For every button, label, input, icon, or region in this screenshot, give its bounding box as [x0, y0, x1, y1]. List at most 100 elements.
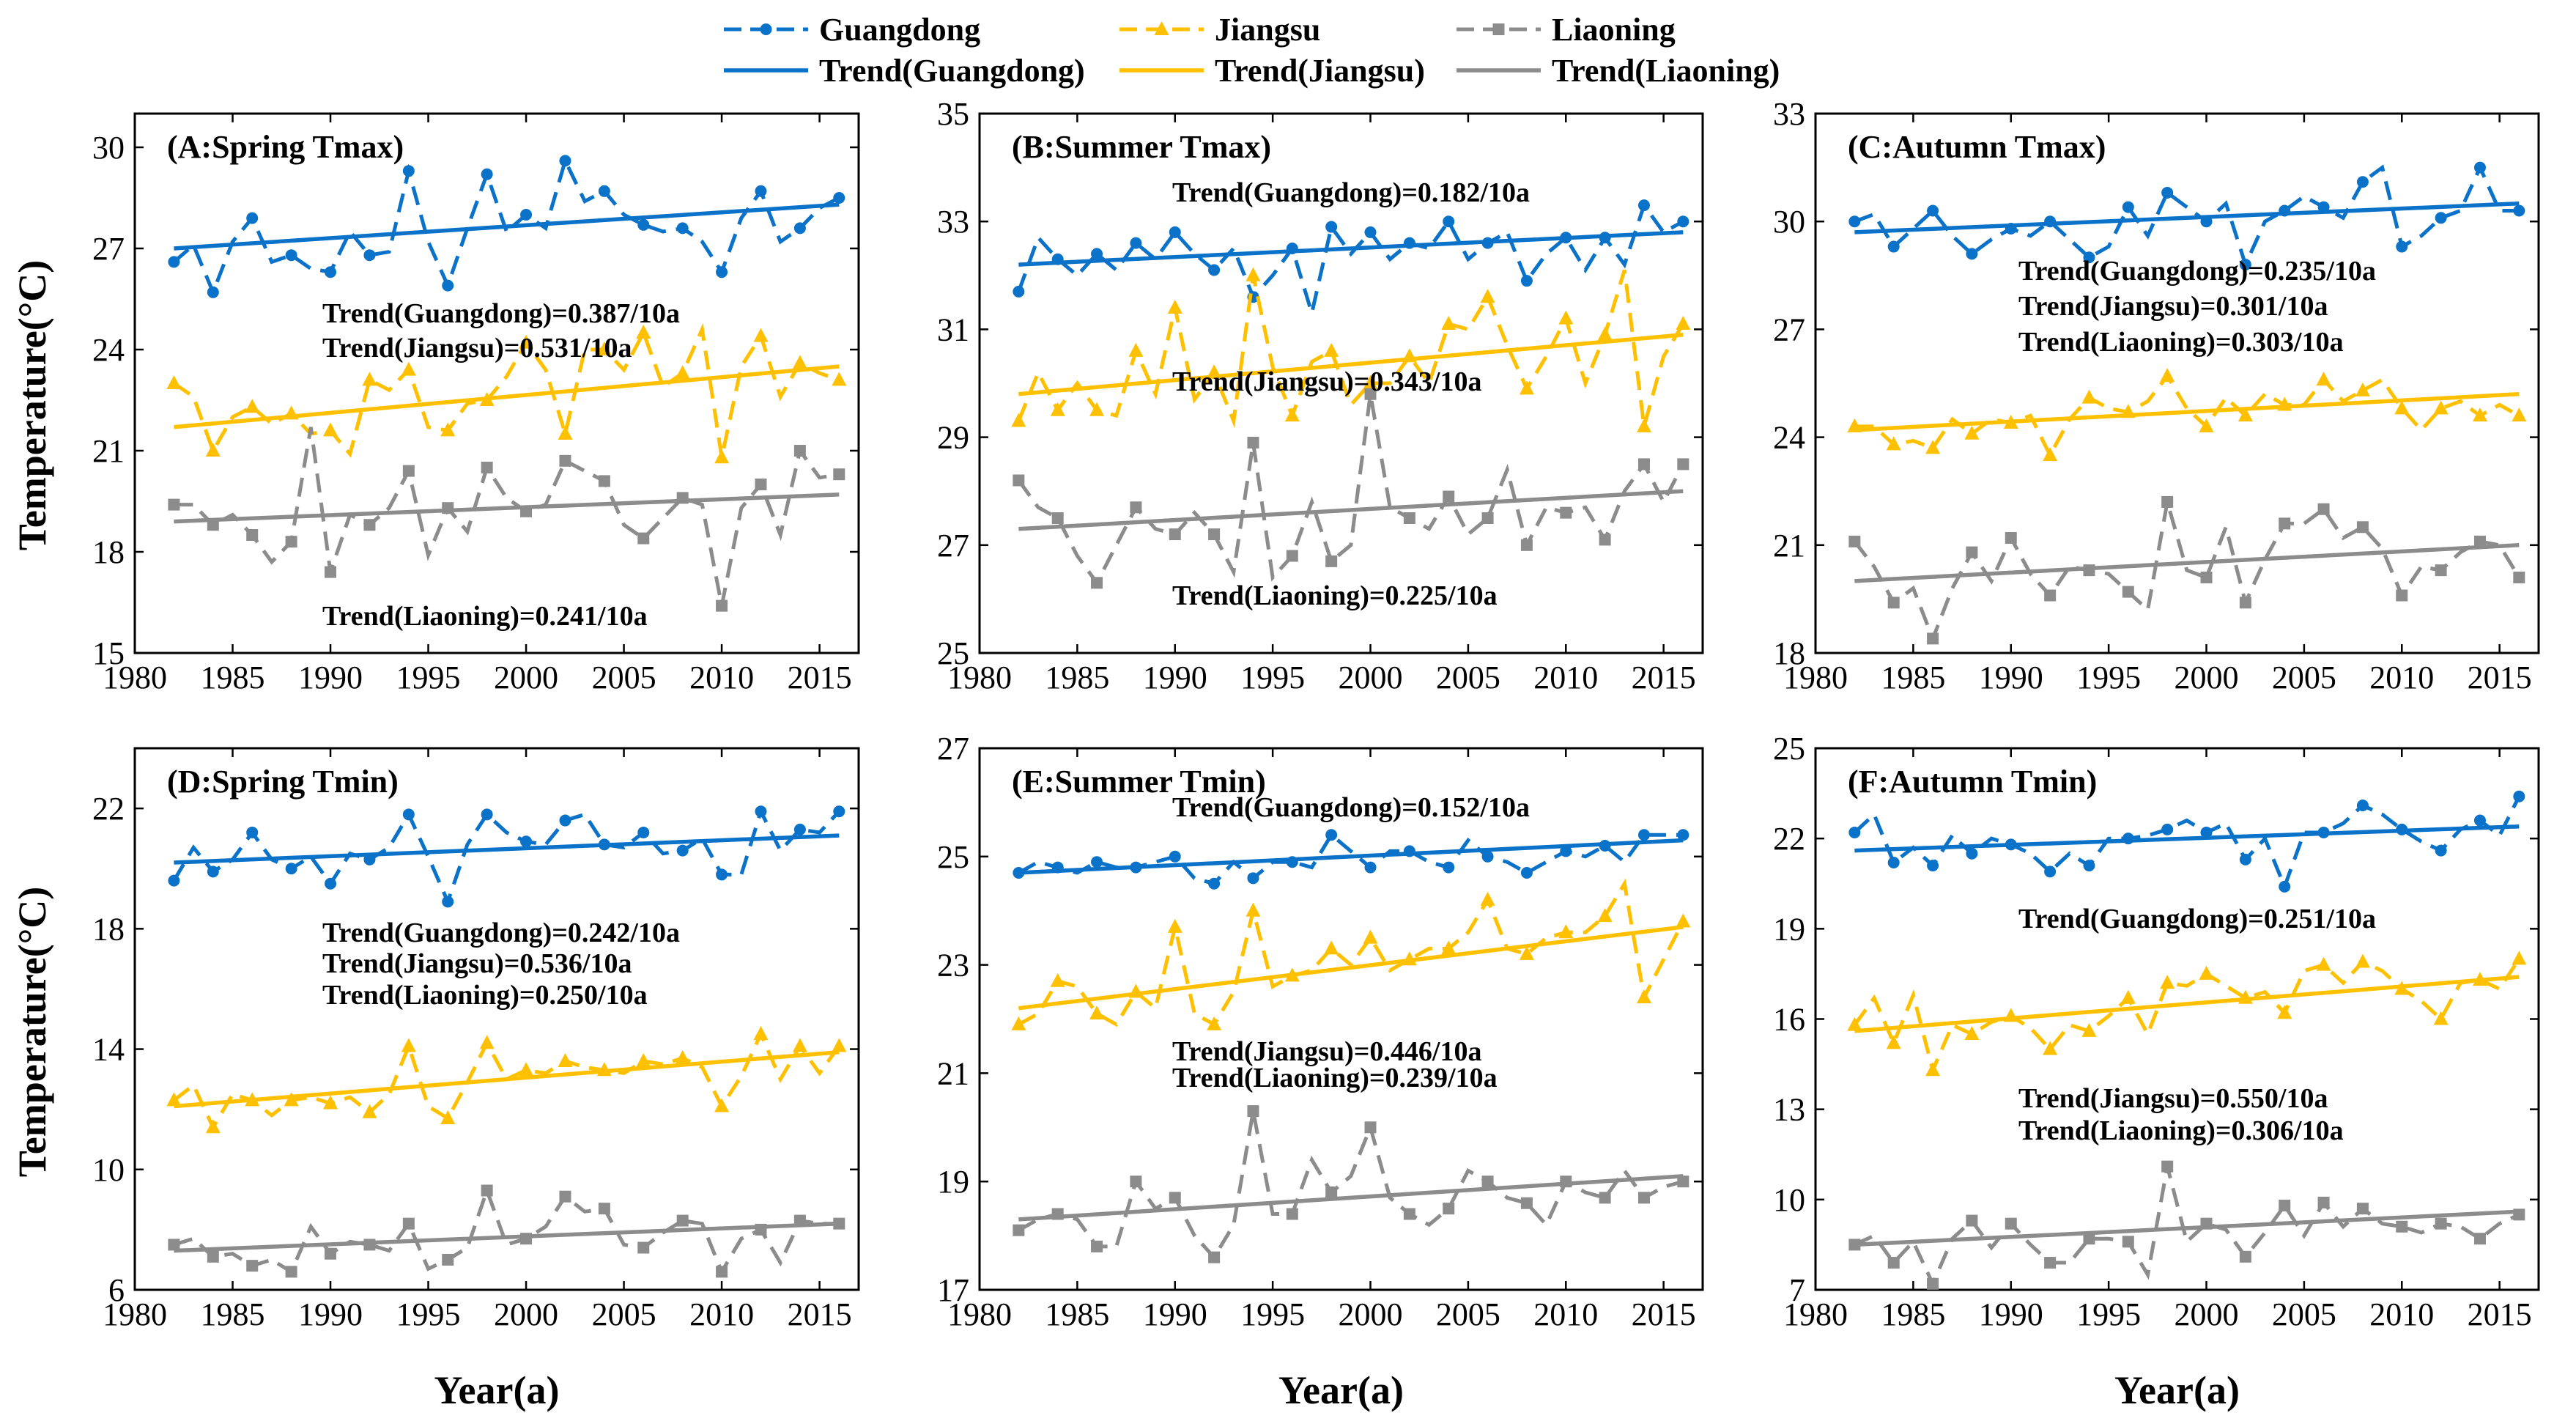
y-tick-label: 27 — [937, 528, 969, 564]
x-tick-label: 2005 — [592, 1296, 656, 1332]
panel-b-summer-tmax: 1980 1985 1990 1995 2000 2005 2010 2015 25 27 29 31… — [937, 96, 1704, 695]
y-tick-label: 6 — [108, 1272, 125, 1308]
trend-annotation: Trend(Liaoning)=0.239/10a — [1172, 1063, 1498, 1093]
point-jiangsu — [1964, 425, 1980, 440]
trend-annotation: Trend(Guangdong)=0.235/10a — [2018, 256, 2376, 287]
y-tick-label: 21 — [1773, 528, 1805, 564]
point-guangdong — [793, 222, 806, 235]
legend-item-jiangsu: Jiangsu — [1119, 12, 1320, 48]
x-tick-label: 1980 — [947, 660, 1012, 695]
point-liaoning — [1403, 1208, 1415, 1220]
x-tick-label: 2005 — [592, 660, 656, 695]
y-tick-label: 15 — [92, 635, 125, 671]
point-jiangsu — [1925, 440, 1941, 454]
point-jiangsu — [2355, 953, 2370, 968]
point-guangdong — [168, 256, 180, 268]
point-liaoning — [1013, 1224, 1025, 1236]
point-guangdong — [559, 155, 571, 167]
panel-title: (D:Spring Tmin) — [167, 764, 399, 800]
point-liaoning — [1130, 501, 1142, 514]
trend-line-jiangsu — [174, 1049, 840, 1109]
panel-title: (E:Summer Tmin) — [1012, 764, 1266, 800]
trend-annotation: Trend(Liaoning)=0.250/10a — [322, 980, 648, 1011]
trend-line-liaoning — [1854, 1209, 2520, 1247]
point-guangdong — [2473, 161, 2486, 174]
point-jiangsu — [2120, 989, 2136, 1004]
trend-line-jiangsu — [1854, 975, 2520, 1033]
y-tick-label: 18 — [92, 911, 125, 947]
point-guangdong — [676, 844, 689, 857]
x-tick-label: 1980 — [103, 660, 167, 695]
point-jiangsu — [1324, 940, 1339, 955]
point-jiangsu — [1636, 989, 1651, 1003]
point-liaoning — [1560, 506, 1572, 519]
plot-frame — [133, 112, 860, 654]
x-tick-label: 1990 — [298, 1296, 363, 1332]
panel-f-autumn-tmin: 1980 1985 1990 1995 2000 2005 2010 2015 7 10 13 16 1… — [1773, 731, 2540, 1412]
point-liaoning — [1169, 528, 1181, 541]
point-guangdong — [2083, 860, 2095, 872]
x-tick-label: 2015 — [788, 1296, 852, 1332]
point-jiangsu — [1167, 299, 1182, 314]
point-liaoning — [442, 1253, 454, 1266]
point-liaoning — [2435, 1217, 2447, 1230]
point-guangdong — [1013, 285, 1025, 298]
x-axis-title: Year(a) — [434, 1368, 560, 1412]
legend-marker — [1154, 21, 1169, 35]
point-liaoning — [2161, 1160, 2174, 1173]
point-guangdong — [1637, 199, 1650, 212]
plot-frame — [978, 747, 1704, 1291]
point-jiangsu — [2199, 418, 2214, 432]
x-tick-label: 1995 — [2076, 660, 2141, 695]
point-jiangsu — [1676, 913, 1691, 928]
point-jiangsu — [1011, 413, 1026, 427]
legend-label: Liaoning — [1552, 12, 1676, 48]
point-guangdong — [1677, 829, 1689, 841]
point-guangdong — [246, 212, 259, 224]
point-liaoning — [325, 1247, 337, 1260]
plot-frame — [1814, 112, 2540, 654]
legend-label: Guangdong — [819, 12, 980, 48]
point-liaoning — [2396, 1220, 2408, 1233]
point-jiangsu — [558, 426, 573, 440]
point-liaoning — [1927, 1277, 1939, 1290]
point-liaoning — [2044, 589, 2057, 602]
point-guangdong — [755, 805, 767, 818]
point-liaoning — [1403, 512, 1415, 524]
point-liaoning — [1208, 528, 1221, 541]
point-liaoning — [1247, 1105, 1259, 1118]
x-tick-label: 1995 — [396, 1296, 461, 1332]
x-tick-label: 1985 — [201, 1296, 265, 1332]
y-tick-label: 27 — [937, 731, 969, 767]
trend-annotation: Trend(Jiangsu)=0.343/10a — [1172, 366, 1481, 397]
y-tick-label: 31 — [937, 311, 969, 347]
series-line-guangdong — [1854, 163, 2520, 270]
point-liaoning — [2473, 1233, 2486, 1245]
x-tick-label: 1990 — [1143, 660, 1207, 695]
point-guangdong — [637, 826, 650, 838]
point-jiangsu — [792, 355, 807, 369]
trend-line-liaoning — [174, 492, 840, 524]
point-liaoning — [2161, 495, 2174, 508]
trend-line-guangdong — [1854, 201, 2520, 235]
point-liaoning — [2005, 531, 2017, 544]
y-tick-label: 21 — [92, 433, 125, 469]
series-line-liaoning — [1854, 1166, 2520, 1288]
trend-annotation: Trend(Jiangsu)=0.446/10a — [1172, 1036, 1481, 1067]
point-jiangsu — [2316, 956, 2331, 971]
y-tick-label: 25 — [1773, 731, 1805, 767]
point-liaoning — [1966, 1214, 1978, 1227]
series-line-jiangsu — [1017, 269, 1685, 429]
legend: Guangdong Jiangsu Liaoning Trend(Guangdong)… — [724, 12, 1780, 89]
point-liaoning — [1677, 458, 1689, 470]
point-guangdong — [2513, 204, 2525, 217]
point-guangdong — [833, 192, 845, 204]
point-liaoning — [637, 532, 650, 545]
point-guangdong — [2473, 814, 2486, 827]
point-guangdong — [246, 826, 259, 838]
point-guangdong — [2122, 201, 2134, 213]
point-guangdong — [716, 868, 728, 881]
point-guangdong — [402, 165, 415, 177]
point-guangdong — [325, 266, 337, 278]
